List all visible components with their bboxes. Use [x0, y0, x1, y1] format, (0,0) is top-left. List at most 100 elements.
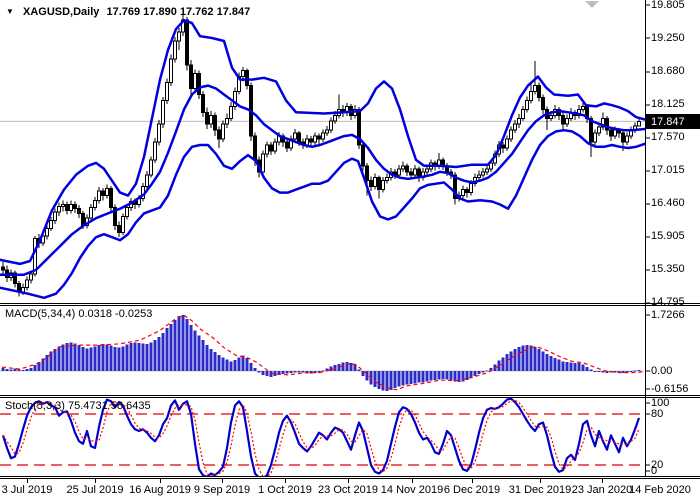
macd-bar	[473, 371, 477, 377]
candle-body	[61, 203, 65, 207]
macd-bar	[341, 362, 345, 371]
candle-body	[153, 141, 157, 161]
candle-body	[485, 168, 489, 173]
macd-bar	[405, 371, 409, 385]
macd-bar	[337, 363, 341, 371]
candle-body	[589, 117, 593, 143]
bollinger-upper-band	[0, 18, 645, 266]
price-axis-label: 16.460	[651, 197, 685, 210]
macd-bar	[465, 371, 469, 381]
macd-bar	[321, 370, 325, 372]
candle-body	[197, 73, 201, 95]
candlesticks-series	[1, 14, 641, 297]
date-axis-label: 14 Nov 2019	[380, 484, 444, 496]
chart-symbol-title[interactable]: ▼ XAGUSD,Daily 17.769 17.890 17.762 17.8…	[6, 6, 250, 18]
macd-bar	[389, 371, 393, 390]
macd-bar	[41, 358, 45, 371]
macd-bar	[365, 371, 369, 381]
candle-body	[529, 91, 533, 101]
macd-bar	[617, 371, 621, 373]
candle-body	[121, 215, 125, 233]
macd-bar	[605, 371, 609, 373]
candle-body	[373, 177, 377, 188]
macd-bar	[169, 324, 173, 371]
chevron-down-icon[interactable]: ▼	[6, 7, 14, 16]
macd-bar	[161, 332, 165, 371]
candle-body	[205, 111, 209, 125]
macd-bar	[345, 361, 349, 371]
macd-bar	[293, 371, 297, 373]
macd-bar	[329, 366, 333, 371]
macd-bar	[205, 345, 209, 371]
macd-bar	[633, 370, 637, 372]
candle-body	[409, 171, 413, 176]
macd-bar	[289, 371, 293, 373]
candle-body	[285, 141, 289, 149]
macd-bar	[441, 371, 445, 380]
macd-bar	[589, 369, 593, 371]
date-axis-label: 23 Jan 2020	[571, 484, 633, 496]
candle-body	[377, 177, 381, 191]
candle-body	[477, 174, 481, 179]
macd-bar	[529, 345, 533, 371]
macd-bar	[93, 346, 97, 371]
macd-bar	[625, 371, 629, 373]
macd-bar	[117, 347, 121, 371]
candle-body	[265, 144, 269, 155]
macd-bar	[229, 361, 233, 371]
candle-body	[425, 168, 429, 173]
candle-body	[13, 272, 17, 285]
candle-body	[189, 64, 193, 90]
date-axis-label: 31 Dec 2019	[508, 484, 572, 496]
candle-body	[361, 144, 365, 167]
macd-bar	[593, 371, 597, 372]
stoch-k-line	[1, 398, 641, 476]
chart-shift-marker-icon[interactable]	[585, 1, 599, 8]
macd-bar	[569, 362, 573, 371]
macd-bar	[237, 357, 241, 371]
macd-bar	[253, 367, 257, 371]
candle-body	[313, 135, 317, 143]
date-axis-label: 9 Sep 2019	[193, 484, 251, 496]
candle-body	[509, 129, 513, 140]
candle-body	[297, 132, 301, 143]
macd-bar	[153, 340, 157, 371]
candle-body	[357, 108, 361, 146]
macd-axis-label: 1.7266	[651, 308, 685, 321]
price-axis-label: 18.680	[651, 65, 685, 78]
candle-body	[77, 208, 81, 214]
candle-body	[177, 31, 181, 42]
candle-body	[161, 99, 165, 125]
macd-bar	[193, 330, 197, 371]
macd-bar	[69, 342, 73, 371]
candle-body	[213, 114, 217, 131]
price-axis-label: 15.905	[651, 230, 685, 243]
macd-bar	[517, 347, 521, 371]
macd-bar	[601, 371, 605, 373]
candle-body	[165, 82, 169, 101]
macd-indicator-label: MACD(5,34,4) 0.0318 -0.0253	[5, 308, 152, 320]
candle-body	[309, 138, 313, 143]
candle-body	[69, 203, 73, 211]
macd-bar	[201, 340, 205, 371]
macd-bar	[513, 348, 517, 371]
macd-bar	[585, 367, 589, 371]
stoch-d-line	[2, 399, 640, 476]
macd-bar	[241, 355, 245, 371]
macd-bar	[13, 368, 17, 371]
candle-body	[593, 132, 597, 143]
macd-bar	[173, 319, 177, 371]
macd-bar	[109, 345, 113, 371]
candle-body	[293, 132, 297, 140]
macd-bar	[281, 371, 285, 375]
macd-bar	[349, 362, 353, 371]
date-axis-label: 25 Jul 2019	[66, 484, 124, 496]
date-axis-label: 14 Feb 2020	[629, 484, 691, 496]
price-axis-label: 19.250	[651, 31, 685, 44]
candle-body	[269, 144, 273, 152]
macd-bar	[17, 369, 21, 371]
macd-bar	[557, 359, 561, 371]
macd-bar	[401, 371, 405, 386]
macd-bar	[245, 358, 249, 371]
